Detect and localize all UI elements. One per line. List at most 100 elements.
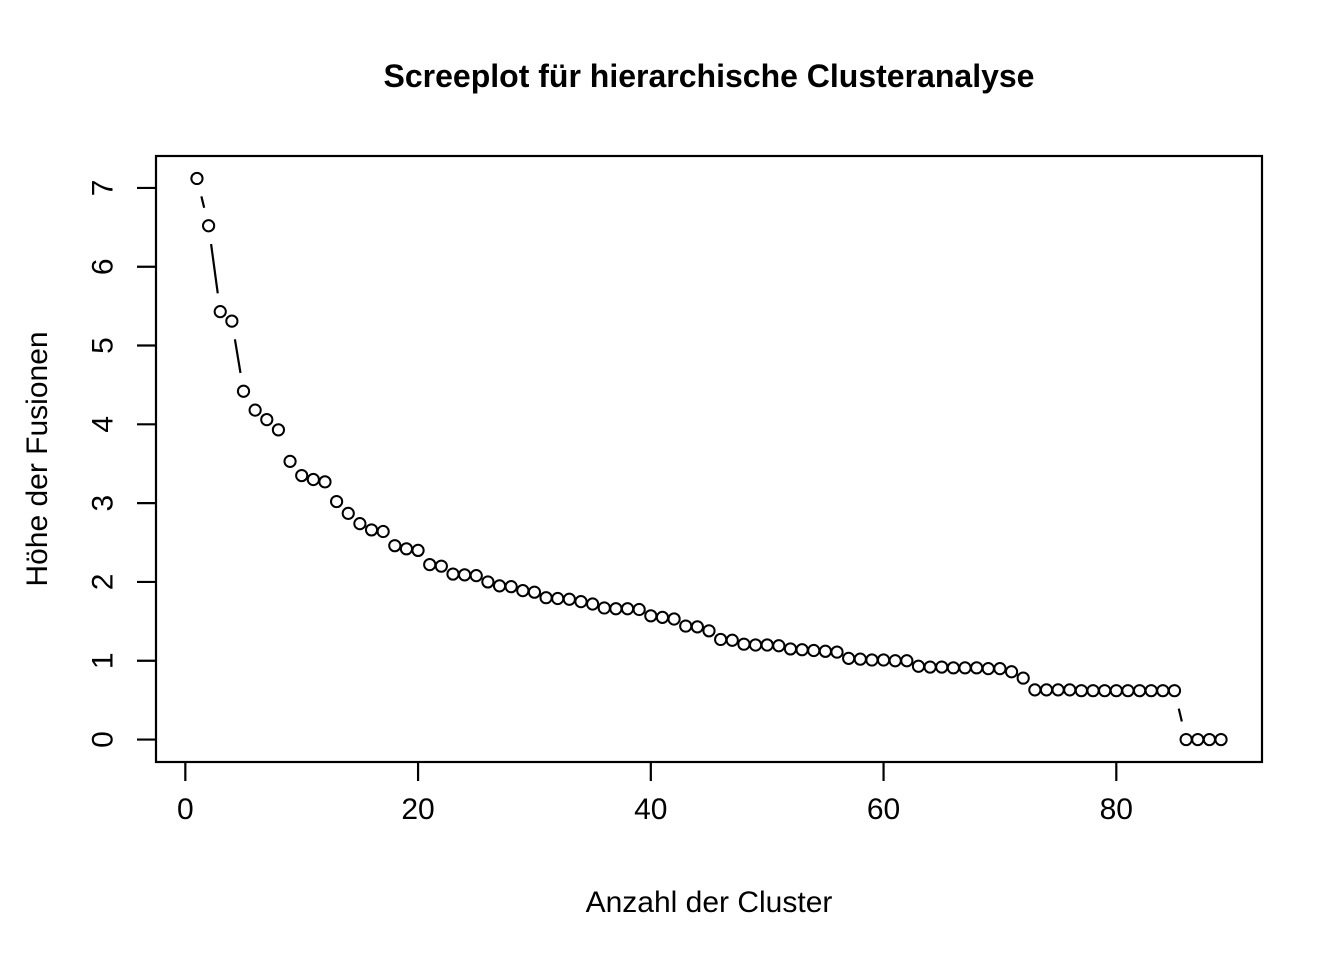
data-point xyxy=(620,602,635,616)
data-point xyxy=(341,506,355,520)
data-point xyxy=(399,542,414,556)
connector-segment xyxy=(200,196,206,209)
data-point xyxy=(1121,684,1135,698)
data-point xyxy=(1004,665,1019,679)
data-point xyxy=(213,305,227,319)
data-point xyxy=(458,568,472,582)
data-point xyxy=(248,403,262,417)
data-point xyxy=(1098,684,1112,698)
data-point xyxy=(1214,732,1228,747)
data-point xyxy=(597,601,611,615)
data-point xyxy=(271,423,286,437)
data-point xyxy=(818,644,832,658)
data-point xyxy=(1179,732,1193,747)
data-point xyxy=(1167,684,1182,698)
y-tick-label: 6 xyxy=(87,258,120,275)
data-point xyxy=(306,472,320,487)
data-point xyxy=(202,219,216,233)
data-point xyxy=(795,643,809,657)
data-point xyxy=(411,543,425,558)
y-tick-label: 7 xyxy=(87,180,120,197)
data-point xyxy=(469,569,483,583)
data-point xyxy=(900,654,914,668)
y-tick-label: 4 xyxy=(87,416,120,433)
data-point xyxy=(574,595,588,609)
data-point xyxy=(376,524,390,539)
data-point xyxy=(1191,732,1205,747)
data-point xyxy=(725,633,739,647)
data-point xyxy=(772,639,786,653)
y-tick-label: 1 xyxy=(87,652,120,669)
plot-border xyxy=(154,154,1264,764)
x-tick-label: 20 xyxy=(401,793,434,826)
data-point xyxy=(690,620,704,634)
data-point xyxy=(562,592,576,606)
data-point xyxy=(1016,671,1030,685)
data-point xyxy=(632,602,646,617)
x-axis-label: Anzahl der Cluster xyxy=(585,886,833,919)
x-tick-label: 60 xyxy=(867,793,900,826)
data-point xyxy=(958,661,972,675)
y-tick-label: 0 xyxy=(87,731,120,748)
data-point xyxy=(807,643,821,658)
y-axis-label: Höhe der Fusionen xyxy=(21,331,54,587)
data-point xyxy=(423,557,437,572)
data-point xyxy=(1144,684,1158,698)
data-point xyxy=(876,653,891,667)
data-point xyxy=(667,612,681,626)
data-point xyxy=(516,584,530,598)
data-point xyxy=(1132,684,1147,698)
data-point xyxy=(783,642,798,656)
data-point xyxy=(190,171,204,186)
x-tick-label: 40 xyxy=(634,793,667,826)
data-point xyxy=(504,580,518,594)
data-point xyxy=(888,654,902,668)
data-point xyxy=(714,632,728,647)
data-point xyxy=(446,567,460,581)
data-point xyxy=(364,523,379,537)
x-tick-label: 0 xyxy=(177,793,194,826)
data-point xyxy=(539,591,553,605)
data-point xyxy=(318,475,332,489)
data-point xyxy=(748,638,763,652)
data-point xyxy=(434,559,448,573)
y-tick-label: 5 xyxy=(87,337,120,354)
data-point xyxy=(330,494,344,509)
data-point xyxy=(1063,683,1077,697)
data-point xyxy=(842,651,856,665)
data-point xyxy=(655,610,670,624)
data-point xyxy=(865,653,879,667)
data-point xyxy=(702,624,716,638)
data-point xyxy=(760,638,774,652)
chart-title: Screeplot für hierarchische Clusteranaly… xyxy=(383,58,1035,94)
data-point xyxy=(283,454,297,468)
data-point xyxy=(586,597,600,611)
data-point xyxy=(1028,683,1042,697)
data-point xyxy=(737,637,751,651)
data-point xyxy=(1039,683,1054,697)
data-point xyxy=(830,645,844,659)
y-tick-label: 2 xyxy=(87,574,120,591)
data-point xyxy=(946,661,960,675)
connector-segment xyxy=(233,339,242,374)
data-point xyxy=(492,579,507,593)
data-point xyxy=(1109,684,1123,698)
data-point xyxy=(1156,684,1170,698)
data-point xyxy=(260,412,274,427)
data-point xyxy=(1051,683,1065,697)
data-point xyxy=(527,585,542,599)
data-point xyxy=(609,602,623,616)
data-point xyxy=(353,517,367,531)
data-point xyxy=(970,661,984,675)
data-point xyxy=(481,575,495,589)
data-point xyxy=(1074,684,1088,698)
data-point xyxy=(236,384,251,398)
data-point xyxy=(981,662,995,676)
data-point xyxy=(1202,732,1216,747)
data-point xyxy=(644,609,658,623)
data-point xyxy=(225,314,239,328)
connector-segment xyxy=(1177,708,1183,722)
data-point xyxy=(1086,684,1100,698)
